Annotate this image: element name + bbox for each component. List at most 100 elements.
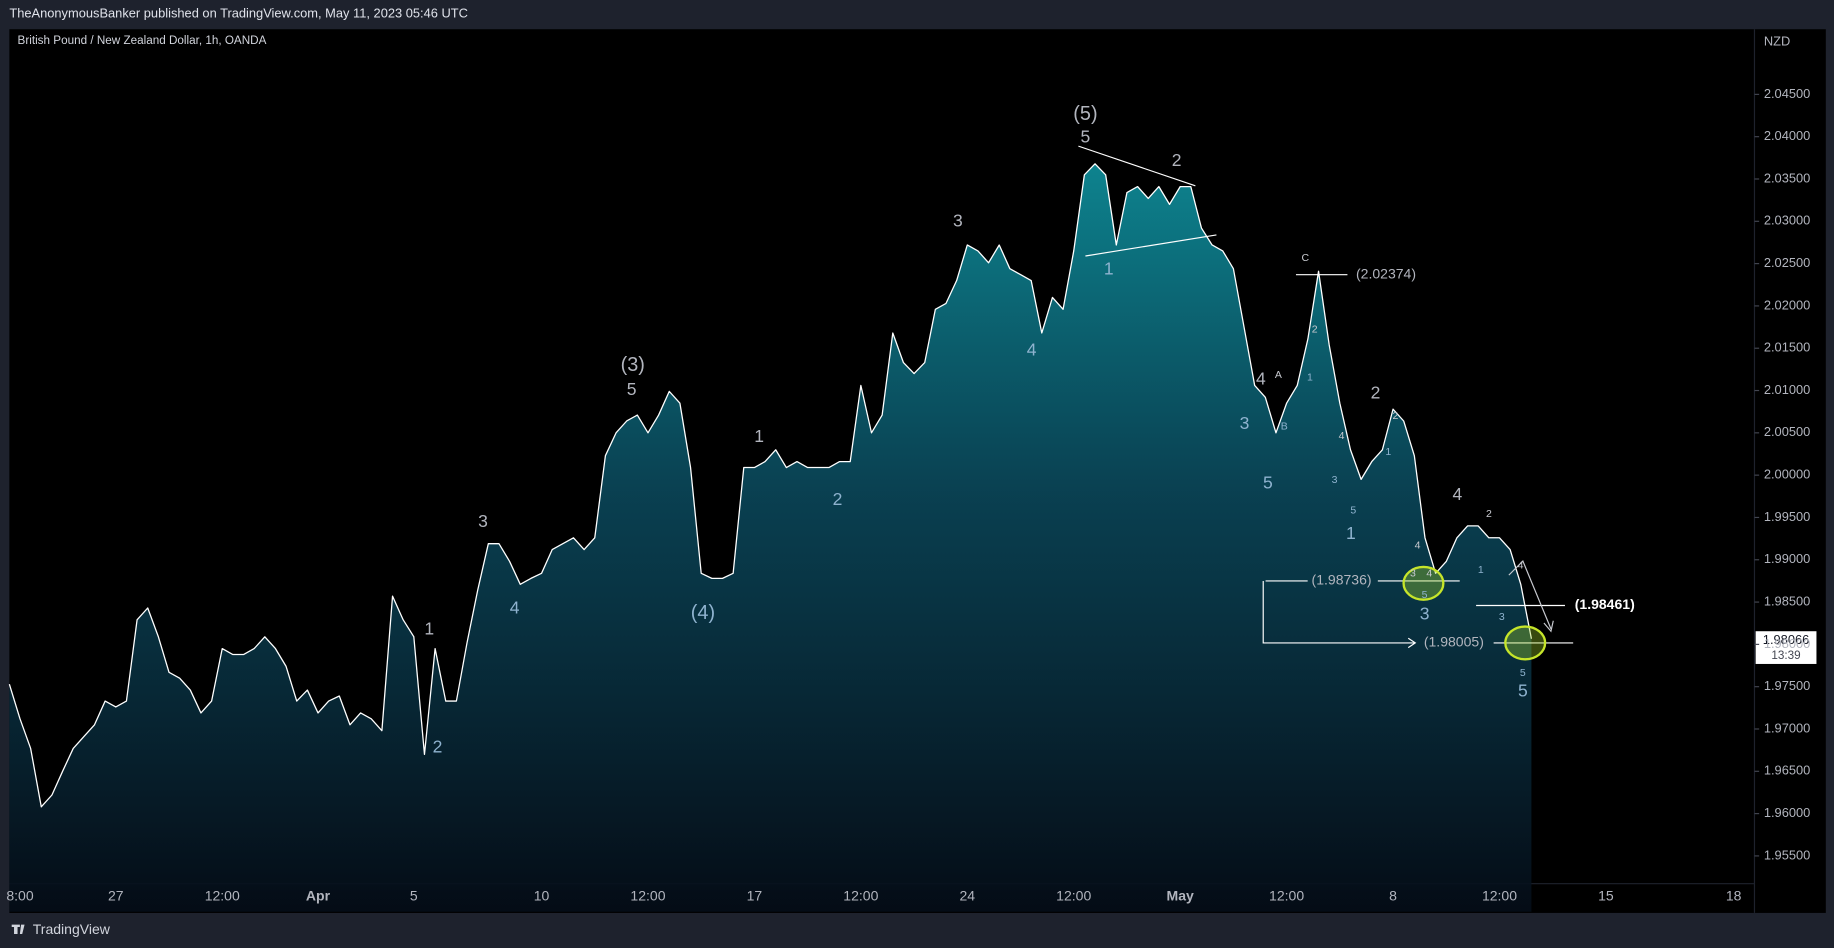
annotation: 2 <box>433 737 443 757</box>
annotation: 1 <box>1478 564 1484 576</box>
y-tick-label: 1.99500 <box>1764 509 1810 524</box>
x-tick-label: 15 <box>1598 887 1614 903</box>
y-tick-label: 2.04000 <box>1764 128 1810 143</box>
annotation: 5 <box>1518 681 1528 701</box>
annotation: 4 <box>1256 369 1266 389</box>
drawings <box>1078 145 1574 661</box>
annotation: 3 <box>1420 603 1430 623</box>
annotation: 4 <box>510 598 520 618</box>
annotation: 1 <box>754 426 764 446</box>
logo <box>11 924 25 934</box>
trendline <box>1085 234 1217 257</box>
annotation: 5 <box>1350 505 1356 517</box>
annotation: 5 <box>627 379 637 399</box>
y-tick-label: 1.97000 <box>1764 720 1810 735</box>
y-tick-label: 2.03500 <box>1764 170 1810 185</box>
annotation: 4 <box>1027 339 1037 359</box>
annotation: 2 <box>1392 410 1398 422</box>
y-tick-label: 2.01000 <box>1764 382 1810 397</box>
annotation: (1.98005) <box>1424 634 1484 650</box>
annotation: 2 <box>833 489 843 509</box>
y-tick-label: 1.95500 <box>1764 847 1810 862</box>
area <box>9 163 1532 912</box>
annotation: C <box>1302 252 1310 264</box>
y-tick-label: 1.97500 <box>1764 678 1810 693</box>
annotation: (4) <box>691 602 715 624</box>
x-tick-label: 8 <box>1389 887 1397 903</box>
y-tick-label: 2.00000 <box>1764 467 1810 482</box>
countdown: 13:39 <box>1771 649 1800 662</box>
annotation: 1 <box>1307 371 1313 383</box>
header: TheAnonymousBanker published on TradingV… <box>9 5 468 20</box>
annotation: 4 <box>1426 568 1432 580</box>
y-tick-label: 1.98500 <box>1764 593 1810 608</box>
x-tick-label: 12:00 <box>1482 887 1517 903</box>
annotation: 5 <box>1520 667 1526 679</box>
x-tick-label: 12:00 <box>1056 887 1091 903</box>
annotation: 4 <box>1452 484 1462 504</box>
x-tick-label: 27 <box>108 887 124 903</box>
y-tick-label: 2.03000 <box>1764 213 1810 228</box>
annotation: 5 <box>1081 127 1091 147</box>
x-tick-label: 18 <box>1726 887 1742 903</box>
annotation: 3 <box>1410 568 1416 580</box>
price-box <box>1755 631 1817 664</box>
annotation: 1 <box>1104 259 1114 279</box>
annotation: 1 <box>1346 523 1356 543</box>
x-tick-label: 12:00 <box>630 887 665 903</box>
y-tick-label: 1.98000 <box>1764 636 1810 651</box>
annotation: (3) <box>621 354 645 376</box>
arrow-head <box>1543 620 1554 633</box>
price-line <box>8 163 1533 808</box>
y-tick-label: 1.96000 <box>1764 805 1810 820</box>
series-layer <box>8 163 1533 912</box>
trendline <box>1078 145 1196 187</box>
x-tick-label: 24 <box>959 887 975 903</box>
footer-brand: TradingView <box>33 921 111 937</box>
x-tick-label: Apr <box>306 887 331 903</box>
annotation: 5 <box>1422 589 1428 601</box>
y-tick-label: 2.00500 <box>1764 424 1810 439</box>
x-tick-label: 17 <box>747 887 763 903</box>
target-circle <box>1402 565 1445 601</box>
annotation: 1 <box>1385 446 1391 458</box>
x-tick-label: May <box>1167 887 1194 903</box>
currency-label: NZD <box>1764 33 1790 48</box>
annotation: (1.98736) <box>1312 572 1372 588</box>
annotation: 5 <box>1263 473 1273 493</box>
x-tick-label: 12:00 <box>843 887 878 903</box>
annotation: 3 <box>953 211 963 231</box>
projection-arrow <box>1508 560 1552 630</box>
annotation: 3 <box>478 511 488 531</box>
annotation: 1 <box>424 619 434 639</box>
arrow-head <box>1407 637 1417 649</box>
x-tick-label: 8:00 <box>6 887 33 903</box>
y-tick-label: 2.02000 <box>1764 297 1810 312</box>
annotation: 3 <box>1499 611 1505 623</box>
bracket-arrow <box>1262 580 1416 644</box>
annotation: 2 <box>1371 383 1381 403</box>
annotation: 4 <box>1339 430 1345 442</box>
y-tick-label: 2.01500 <box>1764 340 1810 355</box>
target-circle <box>1504 625 1547 661</box>
x-tick-label: 5 <box>410 887 418 903</box>
annotation: (1.98461) <box>1575 596 1635 612</box>
annotation: 3 <box>1332 474 1338 486</box>
annotation: A <box>1275 369 1282 381</box>
x-tick-label: 10 <box>534 887 550 903</box>
annotation: 4 <box>1415 540 1421 552</box>
y-tick-label: 2.04500 <box>1764 86 1810 101</box>
y-tick-label: 1.99000 <box>1764 551 1810 566</box>
annotation: B <box>1281 420 1288 432</box>
y-tick-label: 1.96500 <box>1764 763 1810 778</box>
annotation: 4 <box>1518 560 1524 572</box>
annotation: (2.02374) <box>1356 265 1416 281</box>
x-tick-label: 12:00 <box>205 887 240 903</box>
x-tick-label: 12:00 <box>1269 887 1304 903</box>
annotation: (5) <box>1073 103 1097 125</box>
annotation: 2 <box>1486 508 1492 520</box>
annotation: 3 <box>1240 413 1250 433</box>
symbol-title: British Pound / New Zealand Dollar, 1h, … <box>18 34 267 47</box>
